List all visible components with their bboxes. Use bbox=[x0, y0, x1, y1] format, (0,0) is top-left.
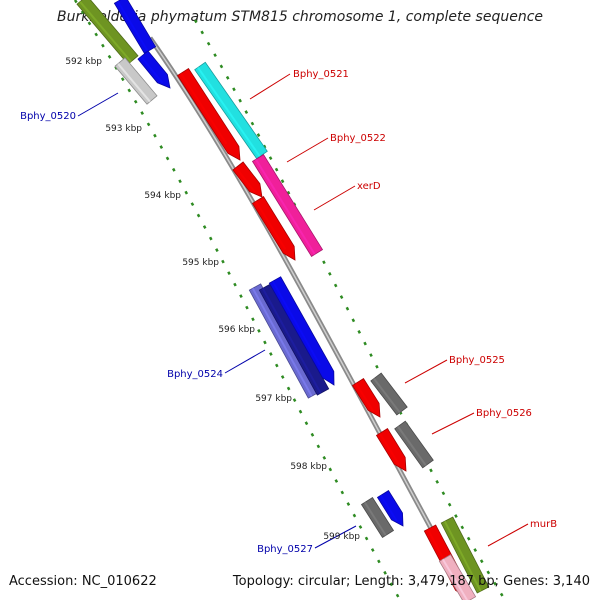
accession-text: Accession: NC_010622 bbox=[9, 574, 157, 589]
gene-bphy-0522-red[interactable] bbox=[232, 161, 263, 198]
backbone-highlight bbox=[149, 37, 471, 600]
gene-bphy-0527-gray-highlight bbox=[363, 501, 387, 536]
gene-bphy-0525-gray-highlight bbox=[373, 377, 401, 414]
gene-label-bphy-0526[interactable]: Bphy_0526 bbox=[476, 408, 532, 419]
gene-murb-olive-highlight bbox=[443, 520, 482, 592]
gene-bphy-0524-blue-highlight bbox=[271, 280, 321, 366]
ruler-label: 597 kbp bbox=[255, 394, 292, 404]
gene-bphy-0521-red-highlight bbox=[179, 72, 228, 145]
leader-murb bbox=[487, 523, 529, 547]
gene-label-bphy-0524[interactable]: Bphy_0524 bbox=[167, 369, 223, 380]
ruler-label: 593 kbp bbox=[105, 124, 142, 134]
gene-bphy-0522-magenta[interactable] bbox=[251, 154, 324, 257]
gene-bphy-0524-slate-highlight bbox=[251, 287, 313, 397]
gene-labels: Bphy_0520 Bphy_0521 Bphy_0522 xerD Bphy_… bbox=[20, 69, 557, 555]
gene-label-bphy-0520[interactable]: Bphy_0520 bbox=[20, 111, 76, 122]
ruler-label: 592 kbp bbox=[65, 57, 102, 67]
gene-bphy-0525-red-highlight bbox=[354, 382, 375, 412]
gene-murb-pink[interactable] bbox=[438, 554, 477, 600]
gene-bphy-0521-cyan-highlight bbox=[197, 66, 261, 158]
gene-bphy-0524-darkblue-highlight bbox=[261, 287, 322, 394]
leader-bphy-0522 bbox=[286, 137, 329, 163]
gene-features bbox=[76, 0, 490, 600]
gene-bphy-0521-cyan[interactable] bbox=[194, 61, 268, 160]
gene-bphy-0526-gray-highlight bbox=[397, 425, 427, 467]
gene-label-xerd[interactable]: xerD bbox=[357, 181, 381, 192]
leader-bphy-0521 bbox=[249, 73, 291, 100]
ruler-label: 599 kbp bbox=[323, 532, 360, 542]
gene-xerd-red-highlight bbox=[254, 200, 287, 250]
guide-outer bbox=[193, 19, 507, 600]
gene-bphy-0526-red-highlight bbox=[378, 432, 400, 466]
gene-label-bphy-0522[interactable]: Bphy_0522 bbox=[330, 133, 386, 144]
gene-bphy-0520b-blue-highlight bbox=[140, 55, 164, 84]
gene-bphy-0520-blue-highlight bbox=[116, 0, 149, 52]
label-leaders bbox=[77, 73, 529, 549]
leader-xerd bbox=[313, 185, 356, 211]
gene-bphy-0527-blue-highlight bbox=[379, 494, 398, 522]
gene-murb-pink-highlight bbox=[441, 558, 469, 600]
gene-bphy-0522-red-highlight bbox=[235, 166, 256, 194]
gene-label-bphy-0521[interactable]: Bphy_0521 bbox=[293, 69, 349, 80]
guide-inner bbox=[73, 0, 402, 600]
sequence-summary-text: Topology: circular; Length: 3,479,187 bp… bbox=[232, 574, 590, 589]
backbone bbox=[147, 36, 473, 600]
leader-bphy-0520 bbox=[77, 92, 119, 117]
gene-label-murb[interactable]: murB bbox=[530, 519, 557, 530]
gene-bphy-0526-gray[interactable] bbox=[394, 420, 434, 469]
gene-bphy-0522-magenta-highlight bbox=[254, 158, 316, 255]
strand-guides bbox=[73, 0, 507, 600]
ruler-label: 595 kbp bbox=[182, 258, 219, 268]
leader-bphy-0527 bbox=[314, 525, 357, 549]
gene-bphy-0519b-lightgray[interactable] bbox=[114, 57, 158, 105]
gene-bphy-0519b-lightgray-highlight bbox=[117, 63, 151, 103]
ruler-labels: 592 kbp 593 kbp 594 kbp 595 kbp 596 kbp … bbox=[65, 57, 360, 542]
gene-bphy-0527-gray[interactable] bbox=[360, 496, 395, 539]
leader-bphy-0526 bbox=[431, 412, 475, 435]
gene-bphy-0519-olive-highlight bbox=[79, 1, 132, 63]
gene-label-bphy-0527[interactable]: Bphy_0527 bbox=[257, 544, 313, 555]
map-title: Burkholderia phymatum STM815 chromosome … bbox=[56, 9, 543, 25]
ruler-label: 596 kbp bbox=[218, 325, 255, 335]
ruler-label: 598 kbp bbox=[290, 462, 327, 472]
gene-bphy-0520b-blue[interactable] bbox=[137, 50, 171, 89]
leader-bphy-0524 bbox=[224, 349, 266, 374]
gene-bphy-0525-gray[interactable] bbox=[370, 372, 408, 416]
leader-bphy-0525 bbox=[404, 359, 448, 384]
ruler-label: 594 kbp bbox=[144, 191, 181, 201]
gene-label-bphy-0525[interactable]: Bphy_0525 bbox=[449, 355, 505, 366]
